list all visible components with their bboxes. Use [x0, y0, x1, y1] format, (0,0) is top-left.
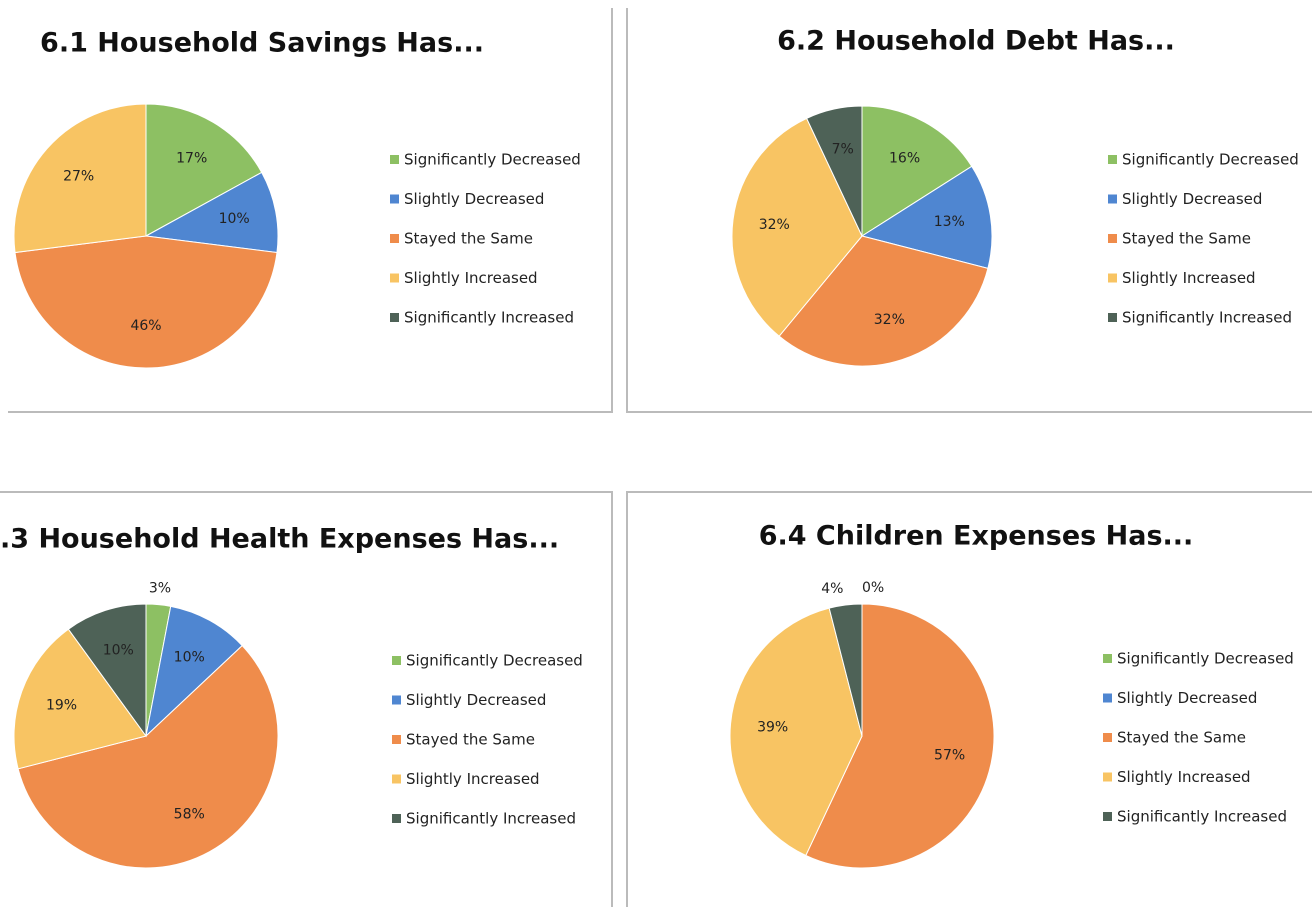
chart-title: 6.4 Children Expenses Has... — [759, 521, 1194, 552]
data-label: 13% — [934, 214, 965, 230]
data-label: 16% — [889, 151, 920, 167]
legend-label: Significantly Increased — [404, 309, 574, 327]
legend-swatch — [390, 273, 399, 283]
panel-border — [626, 8, 1312, 413]
chart-title: 6.2 Household Debt Has... — [777, 26, 1175, 57]
pie-slice — [145, 103, 263, 237]
pie-slice — [67, 603, 147, 738]
data-label: 58% — [174, 807, 205, 823]
pie-slice — [17, 644, 279, 869]
data-label: 32% — [874, 312, 905, 328]
pie-slice — [13, 103, 147, 254]
legend-label: Significantly Increased — [406, 810, 576, 828]
legend-label: Significantly Increased — [1117, 808, 1287, 826]
data-label: 10% — [174, 649, 205, 665]
legend-swatch — [1103, 812, 1112, 821]
legend-swatch — [390, 155, 399, 164]
pie-slice — [729, 607, 863, 857]
data-label: 19% — [46, 698, 77, 714]
pie-slice — [731, 117, 863, 337]
legend-swatch — [392, 656, 401, 665]
legend-swatch — [1108, 273, 1117, 283]
legend-swatch — [390, 234, 399, 243]
chart-title: .3 Household Health Expenses Has... — [0, 524, 559, 555]
data-label: 17% — [176, 151, 207, 167]
legend-swatch — [1103, 733, 1112, 742]
legend-label: Slightly Decreased — [406, 691, 546, 709]
legend-swatch — [1108, 234, 1117, 243]
legend-swatch — [392, 735, 401, 744]
legend-swatch — [1103, 693, 1112, 703]
data-label: 46% — [130, 318, 161, 334]
pie-slice — [13, 628, 147, 770]
pie-slice — [14, 235, 278, 369]
data-label: 3% — [149, 581, 171, 597]
legend-swatch — [392, 695, 401, 705]
data-label: 10% — [219, 211, 250, 227]
data-label: 39% — [757, 720, 788, 736]
legend-label: Slightly Decreased — [404, 190, 544, 208]
data-label: 0% — [862, 580, 884, 596]
legend-label: Stayed the Same — [1122, 230, 1251, 248]
legend-swatch — [1103, 772, 1112, 782]
data-label: 57% — [934, 748, 965, 764]
pie-slice — [805, 603, 995, 869]
data-label: 10% — [103, 643, 134, 659]
data-label: 4% — [821, 581, 843, 597]
data-label: 27% — [63, 169, 94, 185]
panel-border — [0, 491, 613, 907]
legend-label: Significantly Decreased — [406, 652, 583, 670]
legend-swatch — [390, 194, 399, 204]
legend-label: Slightly Increased — [1117, 768, 1251, 786]
panel-border — [8, 8, 613, 413]
legend-swatch — [1108, 313, 1117, 322]
pie-slice — [860, 165, 993, 269]
pie-slice — [778, 235, 989, 367]
legend-swatch — [1108, 194, 1117, 204]
legend-swatch — [1108, 155, 1117, 164]
pie-slice — [861, 105, 973, 237]
chart-title: 6.1 Household Savings Has... — [40, 28, 484, 59]
legend-label: Slightly Increased — [404, 269, 538, 287]
data-label: 32% — [759, 217, 790, 233]
data-label: 7% — [832, 142, 854, 158]
legend-label: Slightly Decreased — [1122, 190, 1262, 208]
legend-label: Stayed the Same — [406, 731, 535, 749]
pie-slice — [805, 105, 863, 237]
pie-slice — [828, 603, 863, 737]
legend-label: Slightly Decreased — [1117, 689, 1257, 707]
legend-label: Stayed the Same — [404, 230, 533, 248]
legend-swatch — [1103, 654, 1112, 663]
legend-label: Significantly Increased — [1122, 309, 1292, 327]
legend-swatch — [392, 774, 401, 784]
legend-label: Significantly Decreased — [1122, 151, 1299, 169]
legend-label: Slightly Increased — [1122, 269, 1256, 287]
pie-slice — [144, 171, 279, 254]
legend-label: Significantly Decreased — [1117, 650, 1294, 668]
legend-swatch — [392, 814, 401, 823]
pie-slice — [145, 605, 243, 738]
legend-label: Stayed the Same — [1117, 729, 1246, 747]
legend-label: Slightly Increased — [406, 770, 540, 788]
legend-label: Significantly Decreased — [404, 151, 581, 169]
legend-swatch — [390, 313, 399, 322]
panel-border — [626, 491, 1312, 907]
